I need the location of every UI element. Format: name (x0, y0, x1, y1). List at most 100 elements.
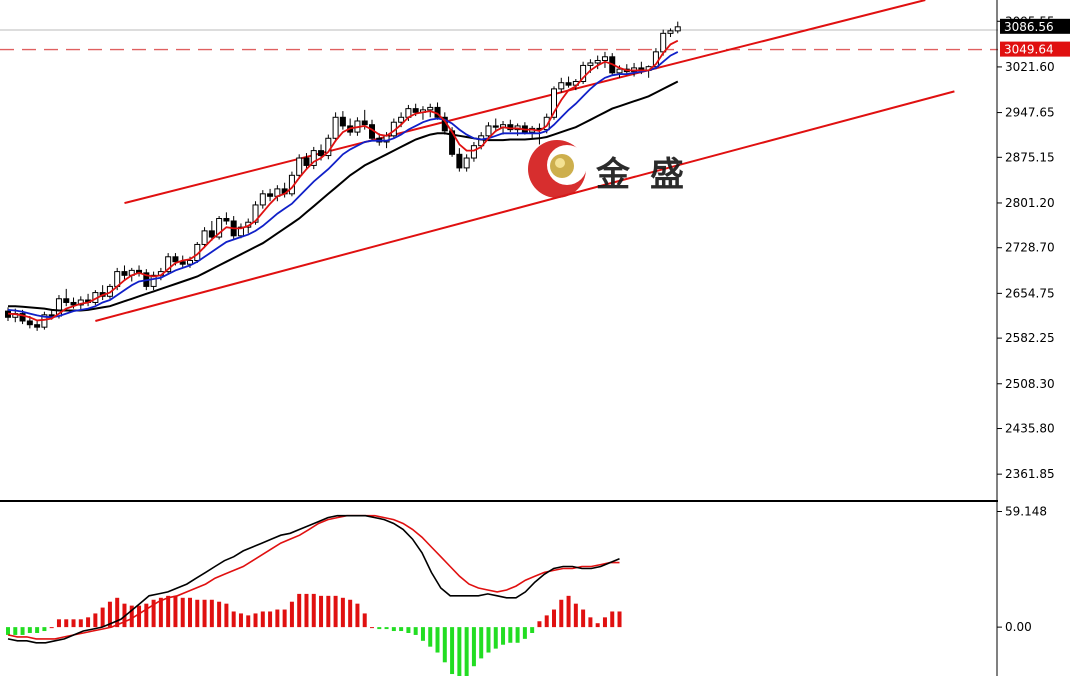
price-tick-label: 2654.75 (1005, 286, 1055, 300)
macd-hist-bar-positive (238, 613, 243, 628)
macd-hist-bar-negative (27, 627, 32, 633)
macd-signal-line (7, 514, 620, 640)
price-axis: 3095.553021.602947.652875.152801.202728.… (0, 14, 1055, 481)
candle-up (187, 259, 193, 265)
candle-up (587, 62, 594, 66)
macd-hist-bar-positive (275, 609, 280, 628)
svg-text:金: 金 (595, 155, 631, 195)
macd-hist-bar-positive (78, 619, 83, 628)
candle-down (318, 150, 325, 157)
macd-hist-bar-positive (253, 613, 258, 628)
macd-hist-bar-positive (56, 619, 61, 628)
candle-down (208, 230, 215, 238)
candle-down (179, 261, 186, 265)
candle-down (223, 218, 230, 222)
candle-up (332, 116, 339, 139)
mid-ma-line (7, 51, 679, 319)
candle-down (70, 301, 77, 306)
macd-hist-bar-positive (588, 617, 593, 628)
reference-price-label: 3049.64 (1004, 43, 1054, 57)
macd-hist-bar-positive (268, 611, 273, 628)
macd-hist-bar-negative (413, 627, 418, 635)
price-tick-label: 2728.70 (1005, 241, 1055, 255)
macd-hist-bar-positive (362, 613, 367, 628)
macd-hist-bar-positive (115, 597, 120, 628)
jinsheng-watermark-logo: 金 盛 (528, 140, 684, 198)
macd-hist-bar-positive (573, 603, 578, 628)
candle-down (26, 320, 33, 326)
macd-hist-bar-positive (340, 597, 345, 628)
macd-hist-bar-positive (71, 619, 76, 628)
macd-axis: 59.148 0.00 (997, 504, 1047, 634)
macd-hist-bar-positive (333, 595, 338, 628)
macd-hist-bar-negative (493, 627, 498, 649)
macd-tick-label: 0.00 (1005, 620, 1032, 634)
macd-hist-bar-positive (93, 613, 98, 628)
macd-hist-bar-positive (137, 605, 142, 628)
macd-pane: 59.148 0.00 (6, 504, 1047, 676)
candle-down (412, 108, 419, 113)
macd-hist-bar-positive (326, 595, 331, 628)
macd-hist-bar-positive (180, 597, 185, 628)
channel-lower-line (95, 90, 955, 322)
candle-down (48, 314, 55, 317)
candle-up (237, 226, 244, 237)
candle-up (427, 106, 434, 111)
price-tick-label: 2801.20 (1005, 196, 1055, 210)
price-tick-label: 2947.65 (1005, 106, 1055, 120)
candle-up (616, 68, 623, 74)
price-tick-label: 2875.15 (1005, 150, 1055, 164)
macd-hist-bar-positive (195, 599, 200, 628)
candle-down (456, 153, 463, 169)
macd-hist-bar-positive (348, 599, 353, 628)
macd-hist-bar-positive (158, 597, 163, 628)
macd-hist-bar-positive (224, 603, 229, 628)
candle-down (565, 82, 572, 86)
trend-channel (95, 0, 955, 322)
macd-hist-bar-positive (370, 627, 374, 629)
macd-hist-bar-positive (188, 597, 192, 628)
macd-hist-bar-positive (617, 611, 622, 628)
macd-hist-bar-positive (544, 615, 549, 628)
macd-hist-bar-positive (610, 611, 615, 628)
last-price-label: 3086.56 (1004, 20, 1054, 34)
macd-hist-bar-negative (435, 627, 440, 653)
macd-hist-bar-negative (20, 627, 25, 635)
candle-up (201, 230, 208, 245)
macd-hist-bar-negative (522, 627, 527, 639)
macd-hist-bar-negative (479, 627, 484, 659)
candle-up (296, 157, 303, 176)
macd-hist-bar-positive (602, 617, 607, 628)
candle-up (252, 204, 259, 223)
reference-price-tag (1000, 41, 1070, 57)
macd-hist-bar-positive (552, 609, 556, 628)
macd-hist-bar-positive (355, 603, 360, 628)
macd-hist-bar-negative (391, 627, 396, 632)
price-tick-label: 3021.60 (1005, 60, 1055, 74)
macd-hist-bar-positive (231, 611, 236, 628)
price-tick-label: 2435.80 (1005, 422, 1055, 436)
macd-hist-bar-negative (486, 627, 491, 653)
candle-up (165, 256, 172, 273)
candle-up (543, 116, 550, 131)
svg-text:盛: 盛 (650, 155, 684, 195)
candle-up (594, 59, 601, 64)
macd-hist-bar-negative (508, 627, 513, 643)
macd-hist-bar-positive (304, 593, 309, 628)
macd-hist-bar-positive (86, 617, 91, 628)
macd-hist-bar-negative (515, 627, 520, 643)
price-pane: 3095.553021.602947.652875.152801.202728.… (0, 0, 1070, 481)
candle-up (470, 145, 477, 159)
macd-hist-bar-negative (406, 627, 411, 633)
price-tick-label: 2582.25 (1005, 331, 1055, 345)
macd-hist-bar-positive (289, 601, 294, 628)
candle-down (267, 193, 274, 197)
macd-hist-bar-positive (209, 599, 214, 628)
macd-hist-bar-positive (246, 615, 251, 628)
candle-down (19, 313, 26, 322)
candle-down (303, 157, 310, 166)
channel-upper-line (124, 0, 926, 205)
macd-hist-bar-negative (13, 627, 18, 635)
macd-hist-bar-positive (319, 595, 324, 628)
